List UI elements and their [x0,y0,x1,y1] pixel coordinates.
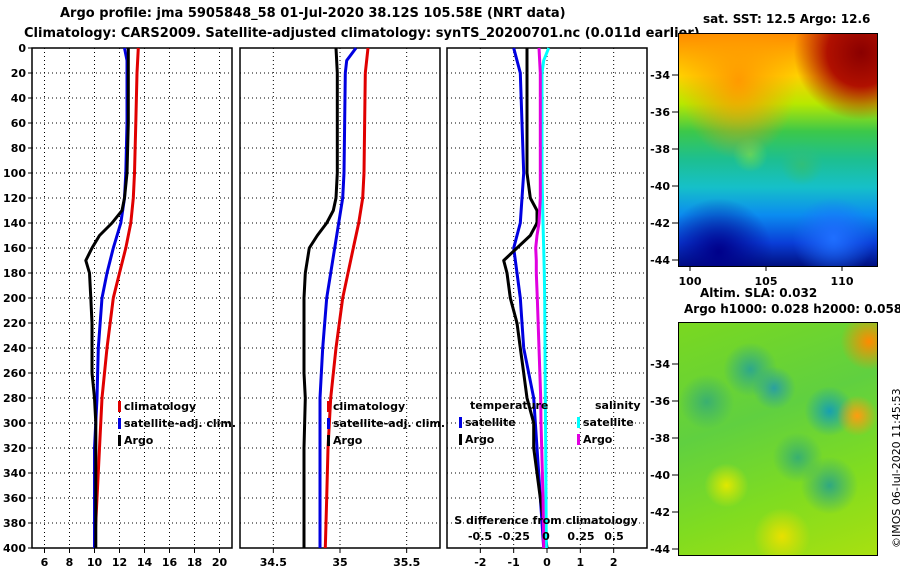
temp-legend-label: climatology [124,400,196,413]
sla-lat-label: -38 [650,432,670,445]
sal-series-satellite-adj-clim- [318,47,358,548]
sst-map-title: sat. SST: 12.5 Argo: 12.6 [703,12,871,26]
depth-tick-label: 200 [3,292,26,305]
diff-top-tick-label: -0.25 [498,530,530,543]
temp-series-argo [84,48,130,548]
depth-tick-label: 40 [11,92,27,105]
temp-x-tick-label: 20 [212,556,228,569]
depth-tick-label: 380 [3,517,26,530]
sal-x-tick-label: 34.5 [260,556,287,569]
sla-lat-label: -42 [650,506,670,519]
sla-map-subtitle: Argo h1000: 0.028 h2000: 0.058 [684,302,900,316]
temp-x-tick-label: 14 [137,556,153,569]
sla-map [678,322,878,556]
diff-temp-legend-swatch [459,434,462,445]
sal-series-argo [302,47,339,548]
sst-lon-label: 105 [755,275,778,288]
depth-tick-label: 260 [3,367,26,380]
temp-legend-label: satellite-adj. clim. [124,417,236,430]
sst-lat-label: -38 [650,143,670,156]
depth-tick-label: 120 [3,192,26,205]
temp-legend-swatch [118,435,121,446]
depth-tick-label: 320 [3,442,26,455]
diff-x-tick-label: 1 [577,556,585,569]
depth-tick-label: 180 [3,267,26,280]
diff-x-tick-label: -1 [508,556,520,569]
temp-x-tick-label: 10 [87,556,103,569]
footer-credit: ©IMOS 06-Jul-2020 11:45:53 [890,388,900,548]
diff-series-salinity-satellite [540,47,551,549]
depth-tick-label: 400 [3,542,26,555]
diff-x-tick-label: 0 [543,556,551,569]
sal-legend-swatch [327,418,330,429]
sla-map-title: Altim. SLA: 0.032 [700,286,818,300]
chart-title-line1: Argo profile: jma 5905848_58 01-Jul-2020… [60,6,566,21]
diff-series-salinity-argo [534,47,546,549]
temp-legend-swatch [118,401,121,412]
diff-x-tick-label: -2 [474,556,486,569]
depth-tick-label: 60 [11,117,27,130]
sst-lat-label: -34 [650,69,670,82]
sla-lat-label: -40 [650,469,670,482]
diff-sal-legend-swatch [577,417,580,428]
sal-legend-swatch [327,435,330,446]
sal-legend-label: climatology [333,400,405,413]
temp-legend-swatch [118,418,121,429]
diff-temp-legend-label: satellite [465,416,516,429]
depth-tick-label: 0 [18,42,26,55]
sst-lat-label: -42 [650,217,670,230]
depth-tick-label: 340 [3,467,26,480]
sal-series-climatology [323,47,370,549]
sal-legend-label: Argo [333,434,363,447]
sst-lat-label: -40 [650,180,670,193]
depth-tick-label: 80 [11,142,27,155]
depth-tick-label: 140 [3,217,26,230]
sal-legend-label: satellite-adj. clim. [333,417,445,430]
depth-tick-label: 240 [3,342,26,355]
diff-top-tick-label: -0.5 [468,530,492,543]
depth-tick-label: 160 [3,242,26,255]
diff-top-tick-label: 0.25 [567,530,594,543]
temp-legend-label: Argo [124,434,154,447]
temp-x-tick-label: 12 [112,556,127,569]
sst-lat-label: -36 [650,106,670,119]
sst-map [678,33,878,267]
depth-tick-label: 100 [3,167,26,180]
diff-temp-legend-swatch [459,417,462,428]
temp-x-tick-label: 16 [162,556,178,569]
temp-x-tick-label: 18 [187,556,202,569]
diff-top-tick-label: 0.5 [604,530,624,543]
sal-legend-swatch [327,401,330,412]
temp-x-tick-label: 6 [41,556,49,569]
chart-title-line2: Climatology: CARS2009. Satellite-adjuste… [24,26,700,41]
temp-x-tick-label: 8 [66,556,74,569]
sst-lon-label: 100 [679,275,702,288]
depth-tick-label: 300 [3,417,26,430]
diff-temp-legend-label: Argo [465,433,495,446]
sal-x-tick-label: 35.5 [393,556,420,569]
depth-tick-label: 360 [3,492,26,505]
temp-series-climatology [93,47,140,549]
sst-lon-label: 110 [831,275,854,288]
depth-tick-label: 280 [3,392,26,405]
sst-lat-label: -44 [650,254,670,267]
diff-x-tick-label: 2 [610,556,618,569]
diff-sal-legend-label: Argo [583,433,613,446]
sal-frame [239,47,441,549]
diff-series-temperature-argo [502,48,549,549]
diff-legend-temperature-title: temperature [470,399,548,412]
depth-tick-label: 220 [3,317,26,330]
sla-lat-label: -36 [650,395,670,408]
diff-sal-legend-label: satellite [583,416,634,429]
sal-x-tick-label: 35 [332,556,347,569]
diff-top-axis-label: S difference from climatology [454,514,638,527]
diff-sal-legend-swatch [577,434,580,445]
sla-lat-label: -34 [650,358,670,371]
diff-legend-salinity-title: salinity [595,399,641,412]
diff-top-tick-label: 0 [542,530,550,543]
sla-lat-label: -44 [650,543,670,556]
depth-tick-label: 20 [11,67,27,80]
diff-series-temperature-satellite [512,47,546,549]
